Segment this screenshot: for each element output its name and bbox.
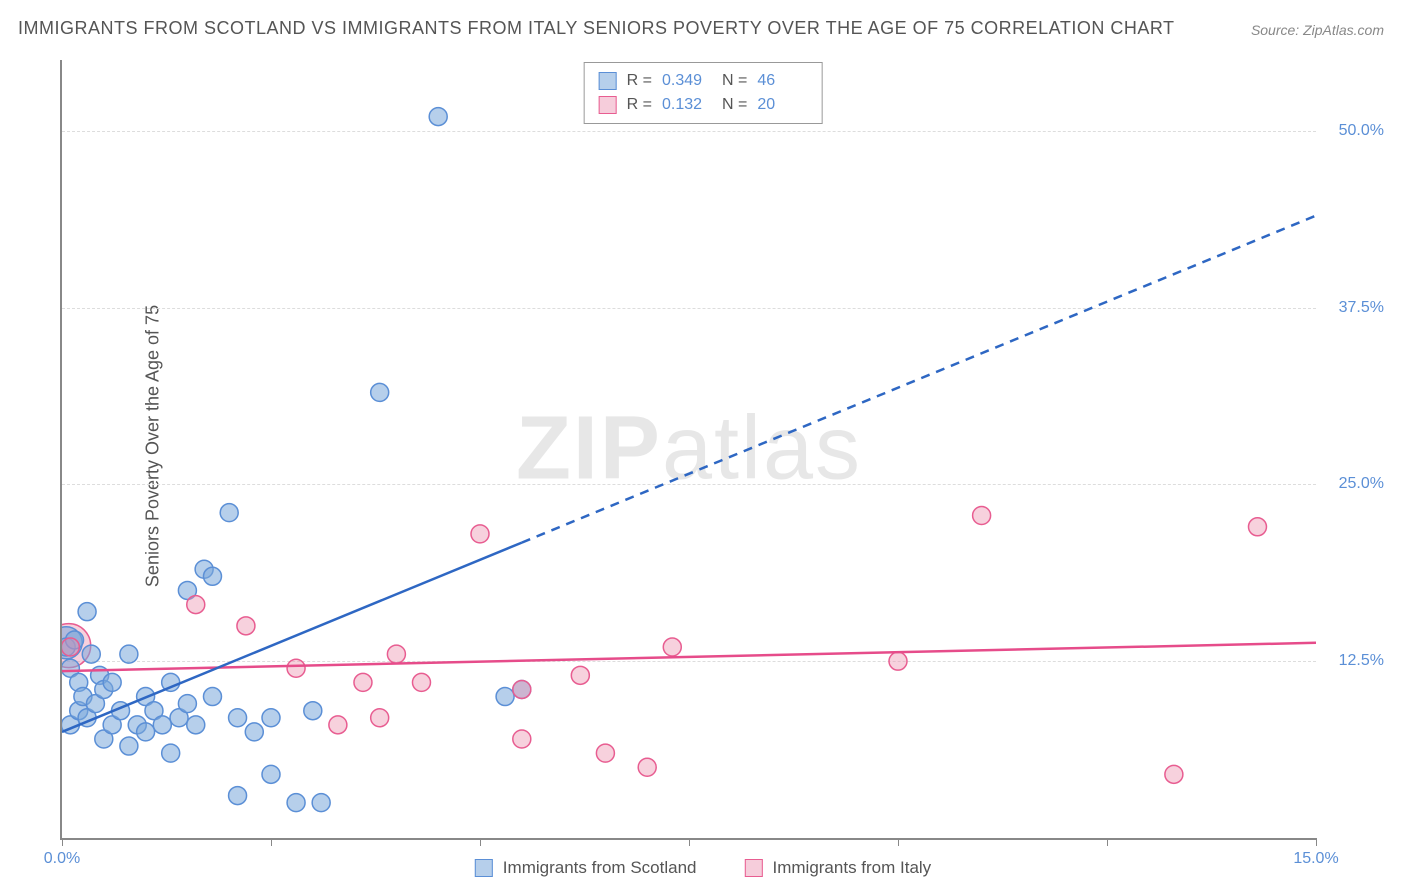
scatter-point xyxy=(889,652,907,670)
scatter-point xyxy=(245,723,263,741)
scatter-point xyxy=(429,108,447,126)
chart-title: IMMIGRANTS FROM SCOTLAND VS IMMIGRANTS F… xyxy=(18,18,1175,39)
scatter-point xyxy=(82,645,100,663)
scatter-point xyxy=(412,673,430,691)
trend-line xyxy=(62,543,522,732)
scatter-point xyxy=(287,794,305,812)
scatter-point xyxy=(203,567,221,585)
legend-item-italy: Immigrants from Italy xyxy=(744,858,931,878)
x-tick-label: 15.0% xyxy=(1293,850,1338,868)
swatch-scotland-icon xyxy=(599,72,617,90)
scatter-point xyxy=(304,702,322,720)
x-tick-mark xyxy=(1316,838,1317,846)
scatter-point xyxy=(78,603,96,621)
scatter-point xyxy=(178,695,196,713)
scatter-point xyxy=(638,758,656,776)
r-label: R = xyxy=(627,69,652,93)
scatter-point xyxy=(663,638,681,656)
scatter-point xyxy=(262,709,280,727)
legend-row-scotland: R = 0.349 N = 46 xyxy=(599,69,808,93)
scatter-point xyxy=(596,744,614,762)
scatter-point xyxy=(513,680,531,698)
x-tick-mark xyxy=(1107,838,1108,846)
scatter-point xyxy=(137,723,155,741)
n-label: N = xyxy=(722,69,747,93)
scatter-point xyxy=(120,737,138,755)
x-tick-mark xyxy=(271,838,272,846)
scatter-point xyxy=(471,525,489,543)
scatter-point xyxy=(153,716,171,734)
legend-row-italy: R = 0.132 N = 20 xyxy=(599,93,808,117)
x-tick-mark xyxy=(898,838,899,846)
swatch-scotland-icon xyxy=(475,859,493,877)
scatter-point xyxy=(62,638,79,656)
scatter-point xyxy=(103,673,121,691)
x-tick-mark xyxy=(689,838,690,846)
scatter-point xyxy=(329,716,347,734)
scatter-point xyxy=(120,645,138,663)
plot-area: ZIPatlas 12.5%25.0%37.5%50.0%0.0%15.0% xyxy=(60,60,1316,840)
scatter-point xyxy=(1165,765,1183,783)
n-value-scotland: 46 xyxy=(757,69,807,93)
scatter-point xyxy=(371,383,389,401)
legend-label-italy: Immigrants from Italy xyxy=(772,858,931,878)
scatter-point xyxy=(513,730,531,748)
x-tick-mark xyxy=(62,838,63,846)
scatter-point xyxy=(229,787,247,805)
scatter-point xyxy=(1248,518,1266,536)
scatter-point xyxy=(187,716,205,734)
trend-line xyxy=(62,643,1316,671)
y-tick-label: 50.0% xyxy=(1324,122,1384,140)
scatter-point xyxy=(187,596,205,614)
r-value-italy: 0.132 xyxy=(662,93,712,117)
scatter-point xyxy=(203,688,221,706)
y-tick-label: 25.0% xyxy=(1324,475,1384,493)
scatter-point xyxy=(973,506,991,524)
legend-label-scotland: Immigrants from Scotland xyxy=(503,858,697,878)
n-label: N = xyxy=(722,93,747,117)
scatter-point xyxy=(387,645,405,663)
series-legend: Immigrants from Scotland Immigrants from… xyxy=(475,858,931,878)
trend-line-dashed xyxy=(522,216,1316,543)
scatter-point xyxy=(371,709,389,727)
scatter-point xyxy=(496,688,514,706)
scatter-svg xyxy=(62,60,1316,838)
r-label: R = xyxy=(627,93,652,117)
scatter-point xyxy=(237,617,255,635)
scatter-point xyxy=(262,765,280,783)
y-tick-label: 12.5% xyxy=(1324,652,1384,670)
scatter-point xyxy=(229,709,247,727)
swatch-italy-icon xyxy=(599,96,617,114)
correlation-legend: R = 0.349 N = 46 R = 0.132 N = 20 xyxy=(584,62,823,124)
scatter-point xyxy=(571,666,589,684)
r-value-scotland: 0.349 xyxy=(662,69,712,93)
source-label: Source: ZipAtlas.com xyxy=(1251,22,1384,38)
scatter-point xyxy=(354,673,372,691)
n-value-italy: 20 xyxy=(757,93,807,117)
scatter-point xyxy=(220,504,238,522)
y-tick-label: 37.5% xyxy=(1324,299,1384,317)
scatter-point xyxy=(312,794,330,812)
swatch-italy-icon xyxy=(744,859,762,877)
x-tick-label: 0.0% xyxy=(44,850,80,868)
scatter-point xyxy=(162,744,180,762)
x-tick-mark xyxy=(480,838,481,846)
scatter-point xyxy=(287,659,305,677)
legend-item-scotland: Immigrants from Scotland xyxy=(475,858,697,878)
